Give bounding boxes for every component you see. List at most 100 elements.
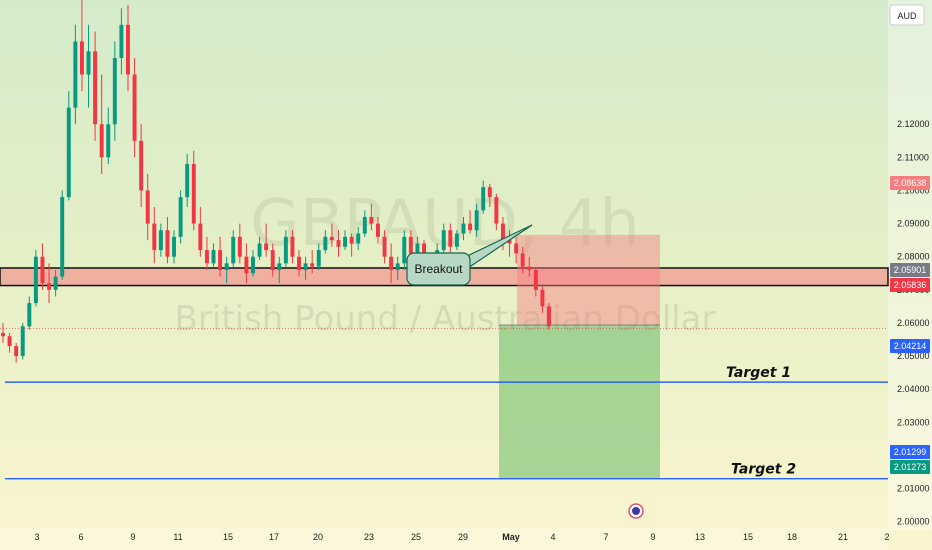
candle-body: [204, 250, 209, 264]
price-tag-value: 2.01273: [894, 462, 927, 472]
economic-event-icon[interactable]: [628, 503, 644, 519]
price-tag-value: 2.01299: [894, 447, 927, 457]
candle: [126, 4, 130, 92]
candle: [540, 286, 545, 314]
target-2-label: Target 2: [731, 462, 796, 478]
candle: [66, 91, 71, 201]
candle: [40, 243, 45, 290]
candle-body: [441, 230, 446, 251]
candle: [382, 230, 387, 264]
candle-body: [547, 306, 551, 327]
candle: [481, 180, 486, 214]
candle: [264, 223, 269, 257]
candle: [204, 236, 209, 270]
candle-body: [507, 240, 512, 244]
candle-body: [20, 326, 25, 357]
candle-body: [468, 223, 473, 231]
candle: [310, 250, 315, 274]
price-tag-value: 2.05901: [894, 265, 927, 275]
candle-body: [454, 233, 459, 247]
candle-body: [382, 236, 387, 257]
candle: [7, 332, 12, 353]
candle-body: [178, 197, 183, 237]
candle-body: [375, 223, 380, 237]
candle-body: [514, 243, 519, 254]
candle: [152, 207, 157, 264]
take-profit-area[interactable]: [499, 324, 660, 480]
candle: [237, 223, 242, 264]
candle: [441, 223, 446, 254]
candle: [356, 226, 361, 251]
candle-body: [277, 263, 282, 270]
candle-body: [343, 236, 348, 247]
candle-body: [461, 223, 466, 234]
candle: [487, 183, 492, 208]
candle-body: [231, 236, 236, 264]
candle-body: [481, 187, 486, 211]
candle: [132, 57, 137, 158]
candle: [494, 193, 499, 231]
candle: [14, 342, 19, 363]
price-tick-label: 2.04000: [897, 384, 930, 394]
candle-body: [349, 236, 354, 244]
time-tick-label: 7: [603, 532, 608, 542]
candle-body: [264, 243, 269, 251]
candle: [119, 8, 124, 75]
candle: [93, 31, 98, 141]
candle: [1, 322, 5, 343]
time-axis-panel[interactable]: [0, 528, 888, 550]
time-tick-label: 18: [787, 532, 797, 542]
candle-body: [257, 243, 262, 257]
price-tag: 2.05836: [890, 278, 930, 292]
time-tick-label: 11: [173, 532, 182, 542]
candle-body: [336, 240, 341, 247]
candle-body: [402, 236, 407, 264]
candle: [231, 230, 236, 267]
time-tick-label: 29: [458, 532, 468, 542]
candle: [520, 246, 525, 274]
candle-body: [53, 276, 58, 290]
candle-body: [14, 346, 19, 357]
candle: [375, 216, 380, 244]
candle-body: [106, 124, 111, 158]
time-tick-label: 9: [130, 532, 135, 542]
candle-body: [362, 216, 367, 234]
price-tag: 2.01299: [890, 445, 930, 459]
price-tick-label: 2.05000: [897, 351, 930, 361]
stop-loss-area[interactable]: [517, 234, 660, 325]
breakout-callout[interactable]: Breakout: [406, 224, 533, 286]
candle: [454, 230, 459, 251]
price-tick-label: 2.11000: [897, 152, 929, 162]
price-tags: 2.08638 2.05901 2.05836 2.04214 2.01299 2.012…: [890, 176, 930, 474]
candle-body: [185, 163, 190, 198]
candle: [145, 173, 150, 241]
candle-body: [79, 41, 84, 75]
candle-body: [408, 236, 413, 254]
candle-body: [369, 216, 374, 224]
candle-body: [145, 190, 150, 224]
candle: [402, 230, 407, 270]
candle-body: [1, 332, 5, 337]
candlestick-series: [1, 0, 551, 363]
candle-body: [60, 197, 65, 277]
candle-body: [172, 236, 177, 257]
candle: [297, 250, 301, 277]
candle: [165, 216, 170, 264]
candle: [158, 223, 163, 257]
candle-body: [448, 230, 453, 247]
price-tick-label: 2.09000: [897, 219, 930, 229]
candle-body: [415, 243, 420, 254]
candle-body: [533, 269, 538, 290]
price-tick-label: 2.06000: [897, 318, 930, 328]
candle: [323, 230, 328, 254]
currency-badge[interactable]: AUD: [889, 4, 925, 26]
candle-body: [158, 230, 163, 251]
candle: [448, 223, 453, 254]
price-tick-label: 2.12000: [897, 119, 930, 129]
candle: [172, 230, 177, 264]
candle-body: [191, 163, 196, 224]
candle-body: [27, 303, 32, 327]
candle-body: [251, 256, 255, 274]
